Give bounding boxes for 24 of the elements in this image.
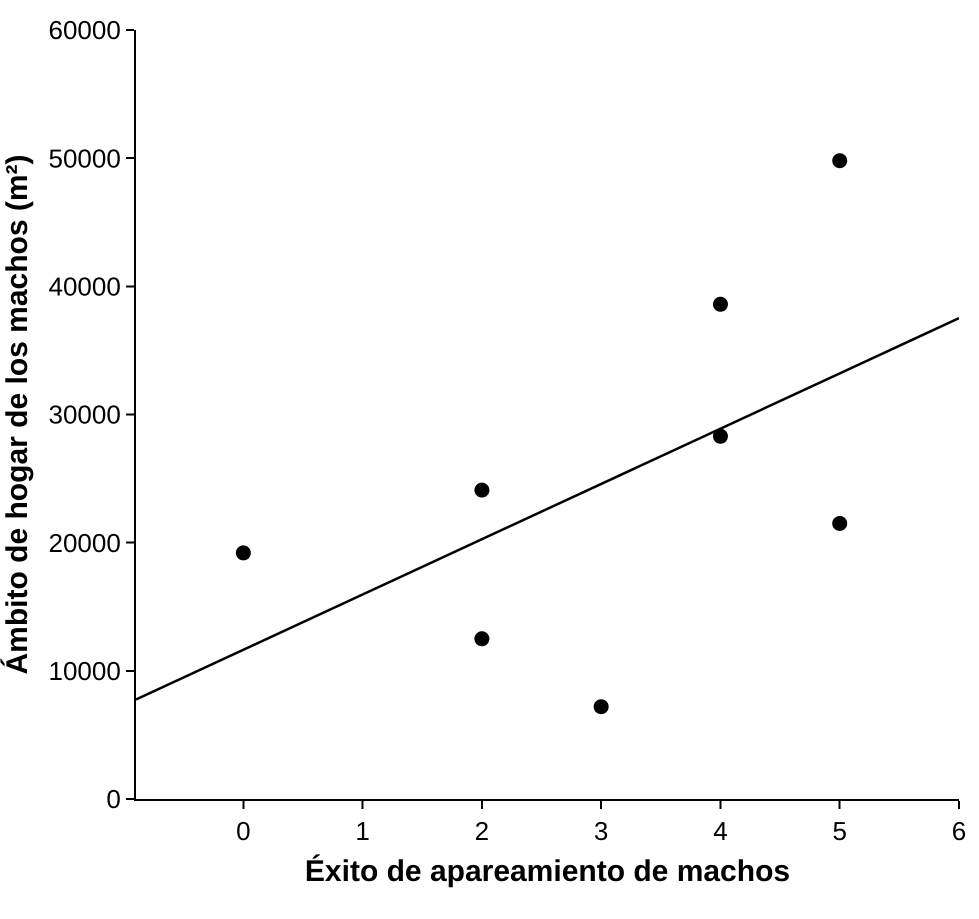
y-axis-title: Ámbito de hogar de los machos (m²) xyxy=(0,154,34,675)
point xyxy=(474,631,490,646)
x-tick-label: 3 xyxy=(594,816,608,846)
x-tick-label: 4 xyxy=(713,816,728,846)
x-tick-label: 0 xyxy=(236,816,251,846)
y-tick-label: 60000 xyxy=(48,15,121,46)
x-tick-label: 5 xyxy=(832,816,847,846)
point xyxy=(712,428,728,444)
point xyxy=(236,545,251,560)
point xyxy=(832,516,848,531)
point xyxy=(712,296,728,312)
y-tick-label: 30000 xyxy=(48,400,121,430)
y-tick-label: 0 xyxy=(106,784,121,814)
point xyxy=(594,699,609,714)
x-tick-label: 6 xyxy=(952,816,966,846)
point xyxy=(474,482,490,498)
y-tick-label: 50000 xyxy=(48,143,121,174)
point xyxy=(832,153,848,168)
x-tick-label: 2 xyxy=(474,816,490,846)
x-axis-title: Éxito de apareamiento de machos xyxy=(304,854,790,888)
y-tick-label: 10000 xyxy=(48,656,121,686)
y-tick-label: 20000 xyxy=(48,528,121,558)
y-tick-label: 40000 xyxy=(48,271,121,302)
x-tick-label: 1 xyxy=(355,816,370,846)
